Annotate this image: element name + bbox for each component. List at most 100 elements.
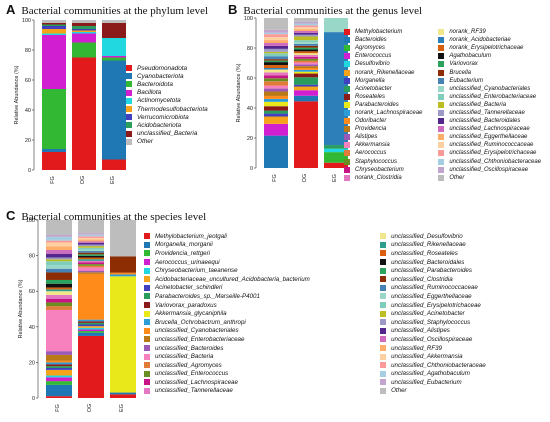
bar-segment xyxy=(46,377,72,382)
bar-segment xyxy=(264,106,288,111)
legend-label: Methylobacterium_jeotgali xyxy=(155,232,227,240)
y-tick-label: 100 xyxy=(244,16,253,22)
legend-item: norank_RF39 xyxy=(438,28,549,36)
bar-segment xyxy=(294,23,318,26)
legend-swatch xyxy=(380,345,387,352)
bar-segment xyxy=(78,264,104,266)
legend-item: Thermodesulfobacteriota xyxy=(126,105,208,113)
bar-segment xyxy=(78,270,104,273)
legend-label: unclassified_Lachnospiraceae xyxy=(155,378,238,386)
legend-item: Parabacteroides_sp._Marseille-P4001 xyxy=(144,292,372,301)
legend-swatch xyxy=(144,284,150,291)
bar-segment xyxy=(102,60,126,160)
legend-swatch xyxy=(344,93,350,100)
legend-label: norank_Acidobacteriae xyxy=(449,37,511,44)
bar-segment xyxy=(110,256,136,273)
legend-swatch xyxy=(126,138,132,145)
bar-segment xyxy=(110,274,136,277)
x-category-label: OG xyxy=(302,174,308,183)
legend-swatch xyxy=(344,150,350,157)
bar-segment xyxy=(72,42,96,58)
legend-swatch xyxy=(144,259,150,266)
legend-swatch xyxy=(438,53,445,60)
legend-label: Providencia xyxy=(355,126,387,133)
bar-segment xyxy=(46,360,72,363)
legend-label: unclassified_Tannerellaceae xyxy=(449,109,525,116)
legend-label: Verrucomicrobiota xyxy=(137,113,189,121)
legend-item: Acidobacteriota xyxy=(126,121,208,129)
bar-segment xyxy=(42,23,66,25)
legend-item: Odoribacter xyxy=(344,117,430,125)
legend-item: Aerococcus_urinaeequi xyxy=(144,258,372,267)
legend-item: Bacillota xyxy=(126,89,208,97)
x-category-label: EG xyxy=(110,176,116,184)
legend-swatch xyxy=(144,276,150,283)
bar-segment xyxy=(294,56,318,59)
bar-segment xyxy=(78,251,104,253)
legend-item: unclassified_Enterobacteriaceae xyxy=(144,335,372,344)
legend-label: Odoribacter xyxy=(355,118,387,125)
legend-label: Providencia_rettgeri xyxy=(155,249,211,257)
legend-label: Acinetobacter_schindleri xyxy=(155,284,223,292)
legend-label: Methylobacterium xyxy=(355,29,403,36)
bar-segment xyxy=(294,66,318,68)
bar-segment xyxy=(78,259,104,261)
legend-item: unclassified_Bacteroides xyxy=(144,344,372,353)
bar-segment xyxy=(46,375,72,378)
legend-item: Enterococcus xyxy=(344,52,430,60)
legend-label: unclassified_Akkermansia xyxy=(391,353,463,361)
bar-segment xyxy=(264,75,288,79)
legend-label: Acidobacteriaceae_uncultured_Acidobacter… xyxy=(155,275,310,283)
bar-segment xyxy=(294,29,318,31)
panel-c-letter: C xyxy=(6,208,16,223)
legend-label: unclassified_Desulfovibrio xyxy=(391,232,463,240)
bar-segment xyxy=(46,240,72,243)
legend-swatch xyxy=(144,345,150,352)
legend-item: unclassified_Akkermansia xyxy=(380,352,548,361)
y-axis-label: Relative Abundance (%) xyxy=(236,63,242,122)
bar-segment xyxy=(46,289,72,292)
y-tick-label: 60 xyxy=(25,78,31,84)
bar-segment xyxy=(72,33,96,43)
bar-segment xyxy=(294,62,318,65)
legend-label: norank_Rikenellaceae xyxy=(355,69,415,76)
y-tick-label: 100 xyxy=(26,218,35,224)
legend-swatch xyxy=(380,362,387,369)
legend-swatch xyxy=(144,387,150,394)
bar-segment xyxy=(72,57,96,170)
legend-swatch xyxy=(144,293,150,300)
bar-segment xyxy=(42,20,66,23)
bar-segment xyxy=(72,30,96,32)
bar-segment xyxy=(46,261,72,265)
bar-segment xyxy=(264,135,288,168)
legend-label: Other xyxy=(391,387,407,395)
bar-segment xyxy=(294,60,318,63)
legend-swatch xyxy=(380,250,387,257)
legend-swatch xyxy=(126,73,132,80)
bar-segment xyxy=(264,81,288,86)
bar-segment xyxy=(294,42,318,44)
bar-segment xyxy=(264,98,288,102)
legend-label: unclassified_Agathobaculum xyxy=(391,370,470,378)
x-category-label: FG xyxy=(55,404,61,412)
bar-segment xyxy=(78,234,104,237)
bar-segment xyxy=(264,65,288,68)
legend-label: unclassified_Bacteria xyxy=(449,101,507,108)
legend-label: Variovorax_paradoxus xyxy=(155,301,217,309)
bar-segment xyxy=(294,49,318,52)
legend-swatch xyxy=(380,336,387,343)
bar-segment xyxy=(324,18,348,33)
legend-swatch xyxy=(438,126,445,133)
legend-item: unclassified_Ruminococcaceae xyxy=(438,141,549,149)
bar-segment xyxy=(264,85,288,89)
legend-label: unclassified_Parabacteroides xyxy=(391,267,472,275)
legend-item: unclassified_Eggerthellaceae xyxy=(438,133,549,141)
bar-segment xyxy=(264,95,288,99)
bar-segment xyxy=(78,319,104,322)
legend-item: Staphylococcus xyxy=(344,158,430,166)
bar-segment xyxy=(46,253,72,258)
legend-label: Acidobacteriota xyxy=(137,121,182,129)
legend-swatch xyxy=(126,130,132,137)
legend-label: unclassified_Cyanobacteriales xyxy=(449,85,531,92)
bar-segment xyxy=(294,84,318,87)
